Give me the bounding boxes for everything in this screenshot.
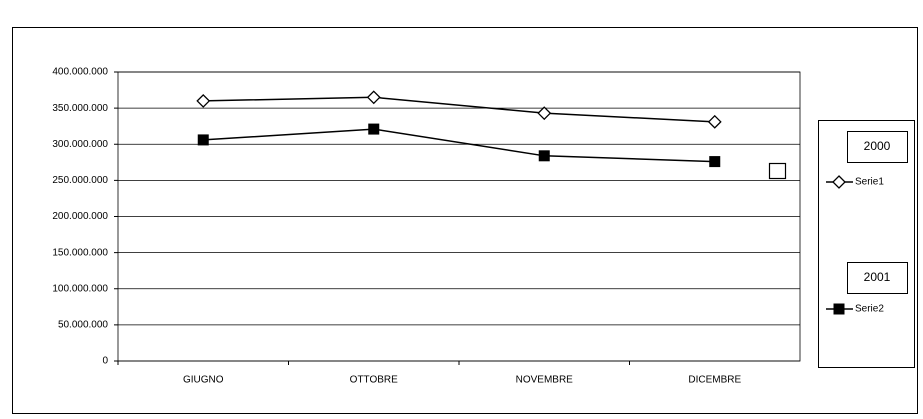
legend-title: 2001 — [864, 270, 891, 284]
y-tick-label: 350.000.000 — [52, 103, 108, 114]
legend-box — [818, 120, 915, 368]
y-tick-label: 100.000.000 — [52, 283, 108, 294]
stray-marker — [768, 162, 787, 180]
y-tick-label: 150.000.000 — [52, 247, 108, 258]
y-tick-label: 250.000.000 — [52, 175, 108, 186]
x-tick-label: GIUGNO — [183, 375, 224, 386]
legend-label: Serie1 — [855, 177, 884, 188]
data-point — [197, 134, 209, 146]
legend-label: Serie2 — [855, 304, 884, 315]
y-tick-label: 300.000.000 — [52, 139, 108, 150]
data-point — [707, 114, 722, 129]
x-tick-label: OTTOBRE — [350, 375, 398, 386]
data-point — [538, 150, 550, 162]
y-tick-label: 200.000.000 — [52, 211, 108, 222]
x-tick-label: DICEMBRE — [688, 375, 741, 386]
chart-border — [12, 27, 918, 414]
x-tick-label: NOVEMBRE — [516, 375, 574, 386]
y-tick-label: 50.000.000 — [58, 320, 108, 331]
legend-title-box — [847, 131, 908, 163]
data-point — [196, 93, 211, 108]
legend-marker — [833, 303, 845, 315]
data-point — [537, 106, 552, 121]
data-point — [366, 90, 381, 105]
legend-title: 2000 — [864, 139, 891, 153]
series-line — [203, 96, 715, 123]
data-point — [709, 156, 721, 168]
y-tick-label: 0 — [102, 356, 108, 367]
legend-title-box — [847, 262, 908, 294]
legend-marker — [832, 175, 846, 189]
data-point — [368, 123, 380, 135]
series-line — [203, 128, 715, 163]
y-tick-label: 400.000.000 — [52, 67, 108, 78]
